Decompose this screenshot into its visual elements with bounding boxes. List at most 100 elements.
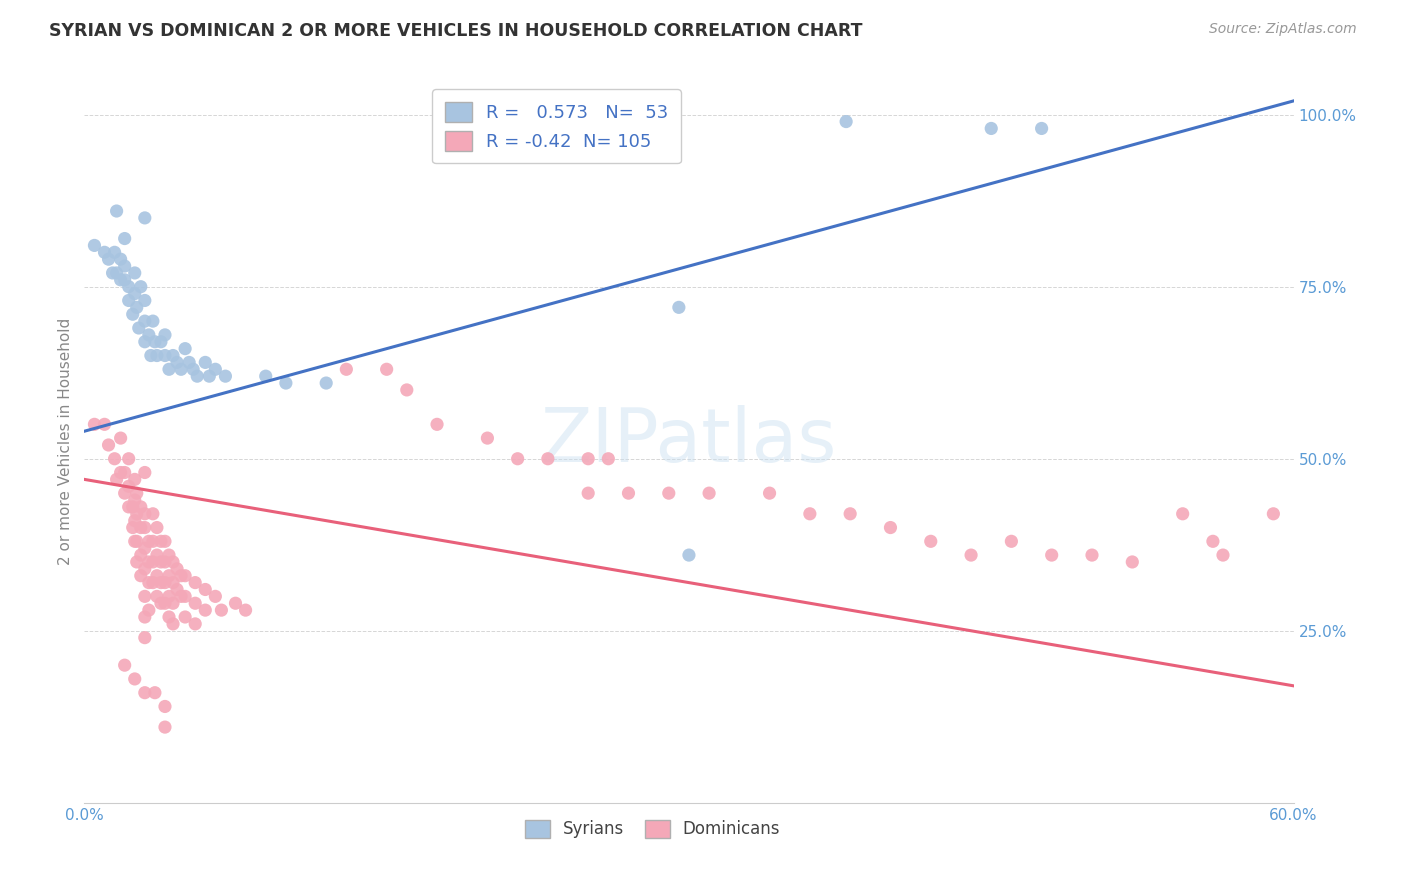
Point (162, 349, 184, 363)
Point (157, 590, 180, 604)
Point (105, 472, 128, 486)
Point (960, 548, 983, 562)
Point (1171, 507, 1194, 521)
Point (335, 362, 357, 376)
Point (149, 534, 172, 549)
Point (124, 286, 146, 301)
Point (138, 555, 160, 569)
Point (110, 273, 132, 287)
Point (118, 451, 141, 466)
Point (143, 334, 166, 349)
Point (118, 479, 141, 493)
Point (114, 486, 136, 500)
Point (146, 349, 169, 363)
Point (121, 520, 143, 534)
Point (125, 534, 148, 549)
Point (143, 686, 166, 700)
Point (114, 273, 136, 287)
Point (153, 596, 176, 610)
Legend: Syrians, Dominicans: Syrians, Dominicans (519, 813, 787, 845)
Point (576, 486, 599, 500)
Point (181, 362, 204, 376)
Point (426, 417, 449, 432)
Point (128, 321, 150, 335)
Point (134, 466, 156, 480)
Point (129, 548, 152, 562)
Point (129, 520, 152, 534)
Point (124, 472, 146, 486)
Point (174, 610, 197, 624)
Point (121, 500, 143, 514)
Point (129, 568, 152, 582)
Point (142, 575, 165, 590)
Point (204, 362, 226, 376)
Point (149, 596, 172, 610)
Point (186, 369, 208, 384)
Point (138, 575, 160, 590)
Point (134, 293, 156, 308)
Point (678, 548, 700, 562)
Point (149, 575, 172, 590)
Point (174, 568, 197, 582)
Point (166, 355, 188, 369)
Point (166, 562, 188, 576)
Point (97, 252, 120, 267)
Point (149, 555, 172, 569)
Point (153, 720, 176, 734)
Point (125, 301, 148, 315)
Point (146, 520, 169, 534)
Point (576, 451, 599, 466)
Point (184, 575, 207, 590)
Point (235, 603, 257, 617)
Point (105, 204, 128, 219)
Point (153, 699, 176, 714)
Point (157, 568, 180, 582)
Point (83, 238, 105, 252)
Point (194, 355, 217, 369)
Point (142, 314, 165, 328)
Point (134, 334, 156, 349)
Point (162, 596, 184, 610)
Point (142, 534, 165, 549)
Point (142, 507, 165, 521)
Point (198, 369, 221, 384)
Point (129, 500, 152, 514)
Point (153, 349, 176, 363)
Point (114, 259, 136, 273)
Point (124, 672, 146, 686)
Point (184, 596, 207, 610)
Point (162, 616, 184, 631)
Point (134, 541, 156, 556)
Point (134, 507, 156, 521)
Point (146, 568, 169, 582)
Point (1040, 548, 1063, 562)
Point (153, 575, 176, 590)
Point (110, 252, 132, 267)
Point (1000, 534, 1022, 549)
Point (194, 603, 217, 617)
Point (697, 486, 720, 500)
Point (124, 534, 146, 549)
Point (209, 603, 232, 617)
Point (157, 548, 180, 562)
Point (157, 610, 180, 624)
Point (157, 362, 180, 376)
Point (114, 658, 136, 673)
Point (101, 266, 124, 280)
Point (668, 301, 690, 315)
Point (138, 327, 160, 342)
Point (174, 590, 197, 604)
Point (879, 520, 901, 534)
Point (134, 610, 156, 624)
Point (124, 514, 146, 528)
Point (179, 355, 201, 369)
Point (162, 555, 184, 569)
Point (162, 575, 184, 590)
Point (274, 376, 297, 390)
Point (506, 451, 529, 466)
Y-axis label: 2 or more Vehicles in Household: 2 or more Vehicles in Household (58, 318, 73, 566)
Point (170, 568, 193, 582)
Point (225, 596, 247, 610)
Point (114, 231, 136, 245)
Point (1212, 548, 1234, 562)
